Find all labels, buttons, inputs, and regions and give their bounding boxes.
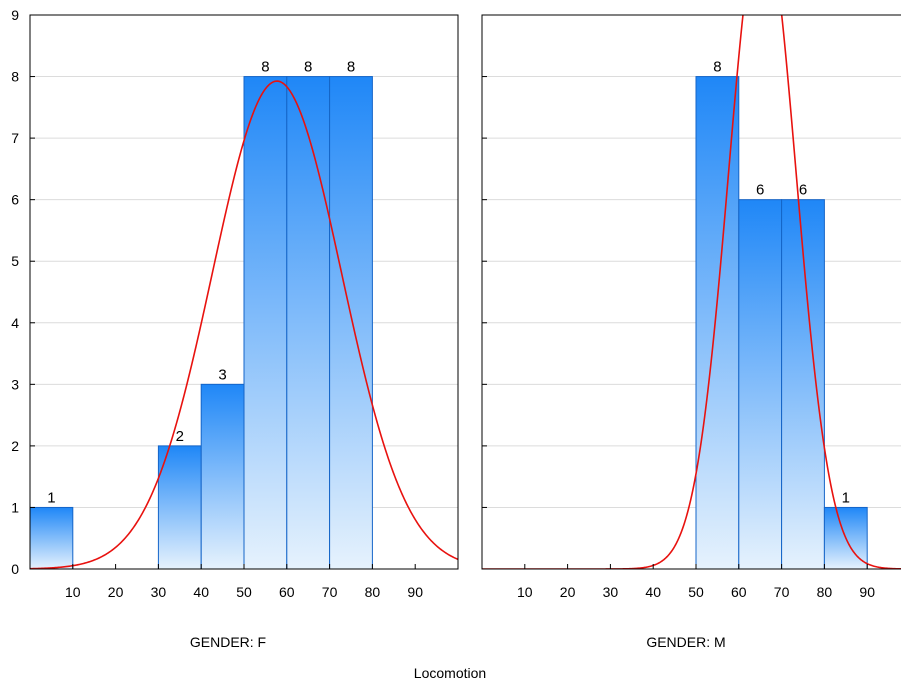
bar-count-label: 6 [799,182,807,199]
y-tick-label: 6 [11,192,19,208]
panel-gender-m: 8 6 6 1 10 20 30 40 50 60 70 80 90 [481,14,901,600]
bar-count-label: 8 [347,59,355,76]
x-tick-label: 60 [731,584,747,600]
y-tick-label: 5 [11,253,19,269]
x-axis-title: Locomotion [414,665,486,681]
histogram-bar [329,76,373,570]
bar-count-label: 6 [756,182,764,199]
x-tick-label: 90 [407,584,423,600]
y-tick-label: 4 [11,315,19,331]
x-tick-label: 40 [645,584,661,600]
panel-label-m: GENDER: M [646,634,725,650]
panel-frame [481,14,901,570]
histogram-bar [695,76,740,570]
y-tick-label: 2 [11,438,19,454]
panel-gender-f: 1 2 3 8 8 8 10 20 30 40 50 60 70 80 90 [29,14,459,600]
histogram-bar [781,199,825,570]
x-tick-label: 80 [817,584,833,600]
bar-count-label: 2 [176,428,184,445]
x-tick-label: 40 [193,584,209,600]
normal-fit-curve [30,80,458,569]
x-tick-label: 10 [517,584,533,600]
x-tick-label: 60 [279,584,295,600]
bar-count-label: 8 [304,59,312,76]
x-tick-label: 70 [774,584,790,600]
histogram-bar [243,76,288,570]
y-tick-label: 3 [11,376,19,392]
bar-count-label: 1 [47,489,55,506]
x-tick-label: 30 [151,584,167,600]
bar-count-label: 8 [713,59,721,76]
y-tick-label: 8 [11,69,19,85]
x-tick-label: 50 [236,584,252,600]
x-tick-label: 20 [560,584,576,600]
histogram-bar [29,506,74,570]
y-tick-label: 9 [11,7,19,23]
x-tick-label: 20 [108,584,124,600]
histogram-bar [286,76,331,570]
x-tick-label: 70 [322,584,338,600]
y-tick-label: 0 [11,561,19,577]
x-tick-label: 10 [65,584,81,600]
normal-fit-curve [482,15,901,569]
x-tick-label: 30 [603,584,619,600]
histogram-bar [200,383,245,570]
x-tick-label: 90 [859,584,875,600]
panel-label-f: GENDER: F [190,634,266,650]
x-tick-label: 50 [688,584,704,600]
bar-count-label: 1 [842,489,850,506]
y-tick-label: 7 [11,130,19,146]
histogram-bar [738,199,783,570]
panel-frame [29,14,459,570]
y-tick-label: 1 [11,499,19,515]
histogram-bar [157,445,202,570]
y-axis-tick-labels: 0 1 2 3 4 5 6 7 8 9 [11,7,19,577]
x-tick-label: 80 [365,584,381,600]
bar-count-label: 3 [218,366,226,383]
bar-count-label: 8 [261,59,269,76]
